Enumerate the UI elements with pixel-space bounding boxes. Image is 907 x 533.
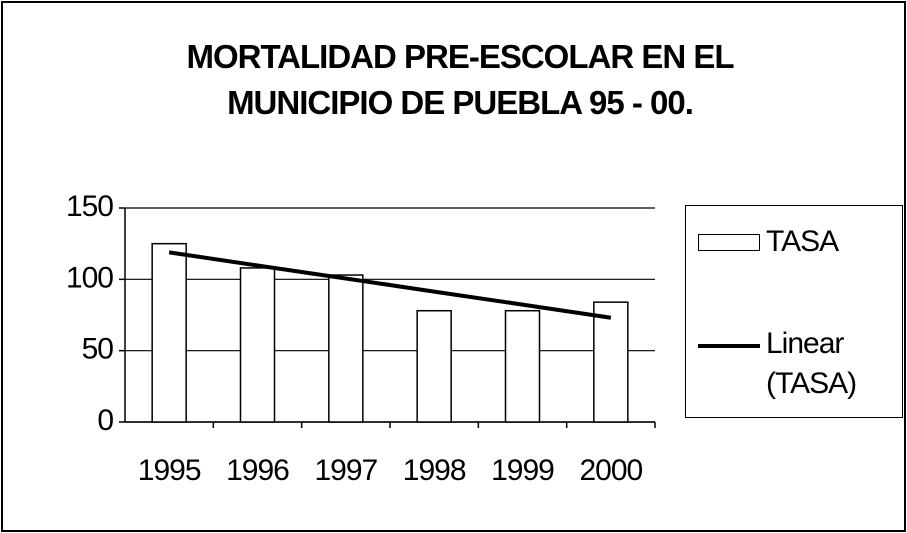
x-tick-label: 1995 <box>138 454 201 487</box>
x-tick-label: 1998 <box>403 454 466 487</box>
y-tick-label: 150 <box>66 190 113 223</box>
bar <box>504 309 541 423</box>
x-tick-label: 1996 <box>226 454 289 487</box>
x-tick-label: 2000 <box>579 454 642 487</box>
bar <box>151 242 187 423</box>
y-tick-label: 0 <box>97 404 113 437</box>
bar <box>328 274 364 423</box>
chart-title: MORTALIDAD PRE-ESCOLAR EN EL MUNICIPIO D… <box>186 38 734 121</box>
bar <box>239 267 276 423</box>
legend-label: TASA <box>766 225 839 258</box>
bar <box>416 309 452 423</box>
legend-swatch <box>698 234 760 251</box>
legend-label: Linear (TASA) <box>766 327 857 400</box>
legend-item: TASA <box>698 222 886 262</box>
legend: TASA Linear (TASA) <box>685 205 903 418</box>
y-tick-label: 100 <box>66 261 113 294</box>
bar <box>593 301 629 423</box>
legend-swatch <box>698 344 760 348</box>
x-tick-label: 1999 <box>491 454 554 487</box>
y-tick-label: 50 <box>82 333 114 366</box>
legend-item: Linear (TASA) <box>698 324 886 404</box>
x-tick-label: 1997 <box>314 454 377 487</box>
trend-line <box>168 250 612 320</box>
